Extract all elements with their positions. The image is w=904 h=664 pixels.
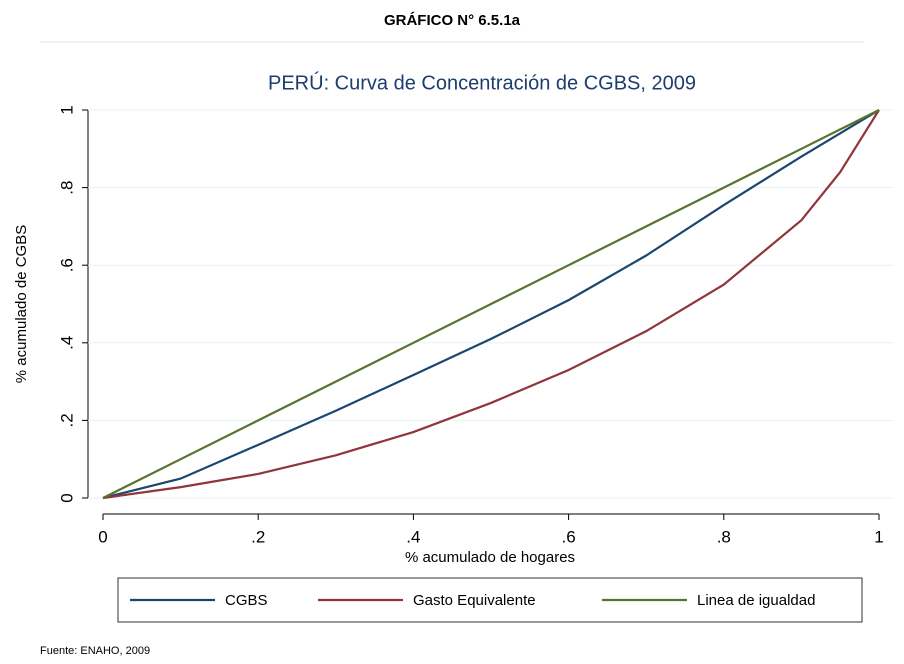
- y-tick-label: .6: [57, 258, 76, 272]
- series-line: [102, 109, 880, 500]
- x-axis-label: % acumulado de hogares: [405, 549, 575, 566]
- y-axis-label: % acumulado de CGBS: [13, 225, 30, 383]
- x-tick-label: .2: [251, 527, 265, 546]
- y-tick-label: 1: [57, 105, 76, 114]
- legend-box: [117, 577, 863, 623]
- series-line: [102, 109, 880, 499]
- legend-label: Linea de igualdad: [697, 592, 815, 609]
- x-tick-label: .6: [562, 527, 576, 546]
- x-tick-label: .8: [717, 527, 731, 546]
- legend-label: Gasto Equivalente: [413, 592, 536, 609]
- y-tick-label: .2: [57, 413, 76, 427]
- y-tick-label: 0: [57, 493, 76, 502]
- y-tick-label: .8: [57, 181, 76, 195]
- x-tick-label: .4: [406, 527, 420, 546]
- chart-title: PERÚ: Curva de Concentración de CGBS, 20…: [268, 71, 696, 94]
- series-line: [102, 109, 880, 500]
- page-header: GRÁFICO N° 6.5.1a: [384, 12, 521, 29]
- x-tick-label: 1: [874, 527, 883, 546]
- x-tick-label: 0: [98, 527, 107, 546]
- legend-label: CGBS: [225, 592, 268, 609]
- footnote: Fuente: ENAHO, 2009: [40, 645, 150, 657]
- y-tick-label: .4: [57, 336, 76, 350]
